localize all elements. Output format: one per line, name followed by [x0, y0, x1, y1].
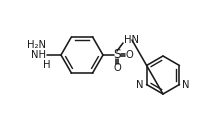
Text: HN: HN — [124, 35, 139, 45]
Text: N: N — [182, 80, 190, 90]
Text: H₂N: H₂N — [27, 40, 46, 50]
Text: S: S — [113, 49, 121, 61]
Text: O: O — [125, 50, 133, 60]
Text: N: N — [136, 80, 144, 90]
Text: O: O — [113, 63, 121, 73]
Text: NH: NH — [31, 50, 46, 60]
Text: H: H — [42, 60, 50, 70]
